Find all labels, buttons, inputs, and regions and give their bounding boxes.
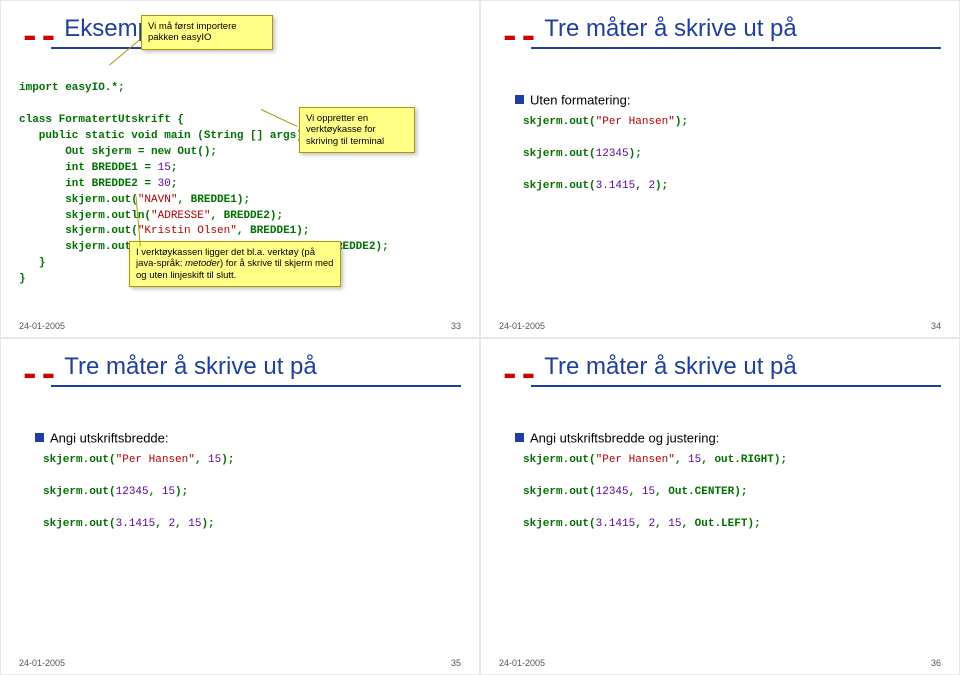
slide-1: -- Eksempel Vi må først importere pakken…: [0, 0, 480, 338]
slide-2: -- Tre måter å skrive ut på Uten formate…: [480, 0, 960, 338]
footer-date: 24-01-2005: [499, 658, 545, 668]
slide-4: -- Tre måter å skrive ut på Angi utskrif…: [480, 338, 960, 675]
title-underline: [531, 385, 941, 387]
title-underline: [531, 47, 941, 49]
callout-import: Vi må først importere pakken easyIO: [141, 15, 273, 50]
slide-content: Angi utskriftsbredde: skjerm.out("Per Ha…: [35, 429, 461, 533]
slide-title: Tre måter å skrive ut på: [544, 353, 797, 381]
title-dash-icon: --: [19, 33, 56, 44]
code-block: skjerm.out("Per Hansen", 15, out.RIGHT);…: [523, 453, 941, 533]
footer-page: 35: [451, 658, 461, 668]
callout-methods-em: metoder: [185, 258, 220, 269]
slide-content: Angi utskriftsbredde og justering: skjer…: [515, 429, 941, 533]
slide-footer: 24-01-2005 33: [19, 321, 461, 331]
footer-date: 24-01-2005: [19, 321, 65, 331]
callout-toolbox: Vi oppretter en verktøykasse for skrivin…: [299, 107, 415, 153]
title-dash-icon: --: [499, 371, 536, 382]
slide-footer: 24-01-2005 35: [19, 658, 461, 668]
footer-page: 34: [931, 321, 941, 331]
callout-methods: I verktøykassen ligger det bl.a. verktøy…: [129, 241, 341, 287]
slide-title: Tre måter å skrive ut på: [64, 353, 317, 381]
slide-3: -- Tre måter å skrive ut på Angi utskrif…: [0, 338, 480, 675]
footer-page: 36: [931, 658, 941, 668]
title-dash-icon: --: [499, 33, 536, 44]
bullet-square-icon: [515, 95, 524, 104]
title-underline: [51, 385, 461, 387]
bullet-label: Angi utskriftsbredde:: [50, 430, 169, 445]
footer-date: 24-01-2005: [19, 658, 65, 668]
bullet-label: Angi utskriftsbredde og justering:: [530, 430, 719, 445]
footer-date: 24-01-2005: [499, 321, 545, 331]
slide-title: Tre måter å skrive ut på: [544, 15, 797, 43]
code-import: import easyIO.*;: [19, 82, 125, 94]
slide-footer: 24-01-2005 36: [499, 658, 941, 668]
bullet-square-icon: [35, 433, 44, 442]
footer-page: 33: [451, 321, 461, 331]
code-block: skjerm.out("Per Hansen"); skjerm.out(123…: [523, 115, 941, 195]
bullet-label: Uten formatering:: [530, 92, 630, 107]
code-block: skjerm.out("Per Hansen", 15); skjerm.out…: [43, 453, 461, 533]
bullet-square-icon: [515, 433, 524, 442]
slide-content: Uten formatering: skjerm.out("Per Hansen…: [515, 91, 941, 195]
title-dash-icon: --: [19, 371, 56, 382]
slide-footer: 24-01-2005 34: [499, 321, 941, 331]
callout-toolbox-text: Vi oppretter en verktøykasse for skrivin…: [306, 113, 384, 147]
callout-import-text: Vi må først importere pakken easyIO: [148, 21, 237, 43]
